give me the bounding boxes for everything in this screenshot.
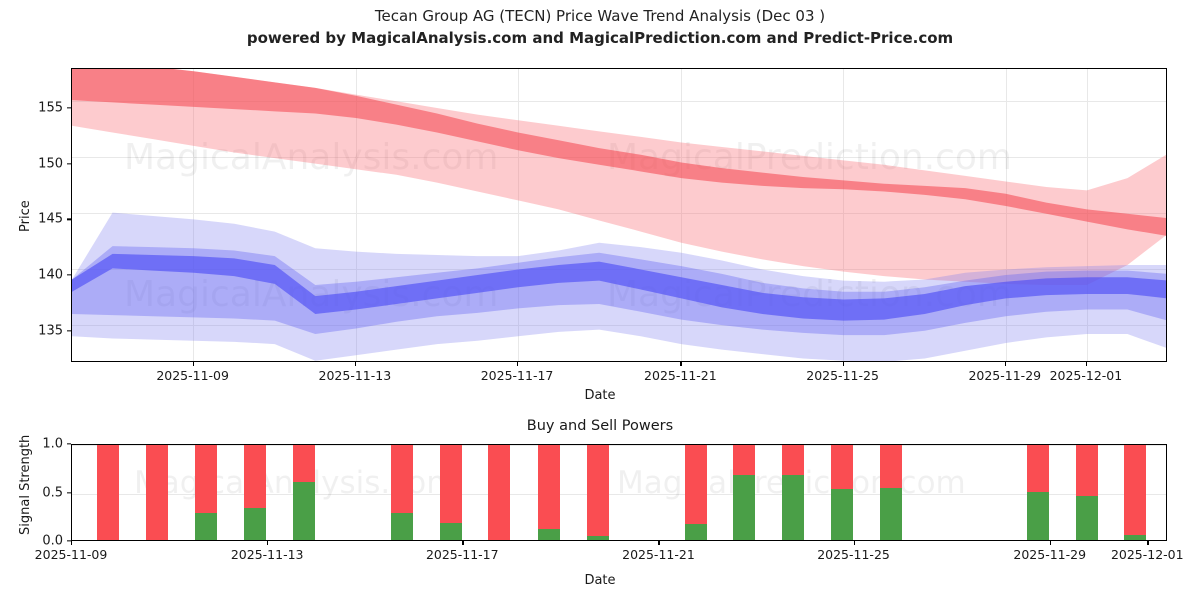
price-xtick-mark (192, 362, 194, 366)
sell-power-bar (440, 445, 463, 523)
band-support-outer (72, 212, 1166, 361)
buy-power-bar (537, 529, 560, 540)
signal-ytick-label: 1.0 (42, 436, 63, 452)
buy-sell-powers-panel: Signal Strength MagicalAnalysis.com Magi… (0, 405, 1200, 600)
price-xtick-mark (354, 362, 357, 366)
sell-power-bar (293, 445, 316, 482)
sell-power-bar (879, 445, 902, 488)
powers-xaxis-label: Date (584, 573, 616, 588)
price-wave-panel: Price MagicalAnalysis.com MagicalPredict… (18, 68, 1167, 403)
price-xtick-label: 2025-12-01 (1049, 368, 1123, 383)
sell-power-bar (732, 445, 755, 476)
price-xtick-label: 2025-11-17 (480, 368, 554, 383)
price-ytick-label: 140 (38, 267, 63, 283)
sell-power-bar (782, 445, 805, 476)
sell-power-bar (831, 445, 854, 489)
powers-plot-area: MagicalAnalysis.com MagicalPrediction.co… (71, 444, 1167, 541)
price-xtick-label: 2025-11-13 (318, 368, 392, 383)
sell-power-bar (488, 445, 511, 540)
buy-power-bar (1124, 535, 1147, 540)
price-xtick-mark (680, 362, 682, 366)
price-xtick-label: 2025-11-25 (806, 368, 879, 383)
price-xtick-mark (517, 362, 519, 366)
price-ytick-mark (67, 274, 71, 276)
buy-power-bar (1075, 496, 1098, 540)
sell-power-bar (587, 445, 610, 537)
signal-xtick-mark (1049, 541, 1052, 545)
buy-power-bar (684, 523, 707, 540)
sell-power-bar (97, 445, 120, 540)
signal-xtick-mark (658, 541, 660, 545)
buy-power-bar (440, 522, 463, 540)
price-xtick-label: 2025-11-29 (968, 368, 1042, 383)
signal-ytick-label: 0.5 (42, 485, 63, 500)
sell-power-bar (1026, 445, 1049, 492)
page-subtitle: powered by MagicalAnalysis.com and Magic… (246, 28, 954, 47)
signal-xtick-label: 2025-11-17 (425, 547, 499, 562)
chart-title-block: Tecan Group AG (TECN) Price Wave Trend A… (0, 6, 1200, 50)
buy-power-bar (782, 475, 805, 540)
buy-power-bar (1026, 491, 1049, 540)
buy-power-bar (732, 475, 755, 540)
sell-power-bar (684, 445, 707, 524)
signal-xtick-mark (462, 541, 464, 545)
price-xtick-label: 2025-11-09 (156, 368, 229, 383)
buy-power-bar (244, 508, 267, 540)
price-xtick-mark (1004, 362, 1007, 366)
sell-power-bar (1124, 445, 1147, 536)
signal-ytick-mark (67, 540, 71, 542)
signal-xtick-mark (267, 541, 269, 545)
price-plot-area: MagicalAnalysis.com MagicalPrediction.co… (71, 68, 1167, 362)
powers-chart-title: Buy and Sell Powers (526, 418, 674, 434)
band-resistance-core (72, 69, 1166, 236)
price-ytick-label: 145 (38, 211, 63, 227)
price-ytick-mark (67, 107, 71, 109)
sell-power-bar (537, 445, 560, 530)
sell-power-bar (390, 445, 413, 513)
signal-xtick-label: 2025-11-25 (817, 547, 890, 562)
price-xtick-mark (842, 362, 844, 366)
signal-ytick-mark (67, 443, 71, 445)
price-ytick-label: 135 (38, 323, 63, 339)
sell-power-bar (244, 445, 267, 508)
signal-ytick-mark (67, 491, 71, 494)
signal-xtick-label: 2025-11-29 (1013, 547, 1087, 562)
buy-power-bar (293, 481, 316, 540)
price-xtick-label: 2025-11-21 (644, 368, 717, 383)
band-resistance-outer (72, 69, 1166, 286)
sell-power-bar (194, 445, 217, 513)
page-title: Tecan Group AG (TECN) Price Wave Trend A… (374, 7, 826, 25)
buy-power-bar (194, 512, 217, 540)
buy-power-bar (879, 487, 902, 540)
signal-ytick-label: 0.0 (42, 533, 63, 549)
signal-xtick-mark (853, 541, 855, 545)
price-xtick-mark (1085, 362, 1088, 366)
price-wave-bands (72, 69, 1166, 361)
signal-xtick-mark (1147, 541, 1149, 545)
sell-power-bar (1075, 445, 1098, 497)
price-xaxis-label: Date (584, 388, 616, 403)
signal-xtick-label: 2025-11-13 (230, 547, 304, 562)
price-ytick-label: 155 (38, 100, 63, 116)
band-support-core (72, 253, 1166, 321)
buy-power-bar (587, 536, 610, 540)
signal-xtick-mark (71, 541, 73, 545)
signal-xtick-label: 2025-12-01 (1110, 547, 1184, 562)
signal-xtick-label: 2025-11-09 (34, 547, 108, 562)
buy-power-bar (390, 512, 413, 540)
price-ytick-mark (67, 163, 71, 165)
powers-bars-layer (72, 445, 1166, 540)
price-ytick-mark (67, 330, 71, 332)
buy-power-bar (831, 488, 854, 540)
price-ytick-label: 150 (38, 156, 63, 172)
price-ytick-mark (67, 218, 71, 221)
signal-xtick-label: 2025-11-21 (622, 547, 695, 562)
sell-power-bar (146, 445, 169, 540)
